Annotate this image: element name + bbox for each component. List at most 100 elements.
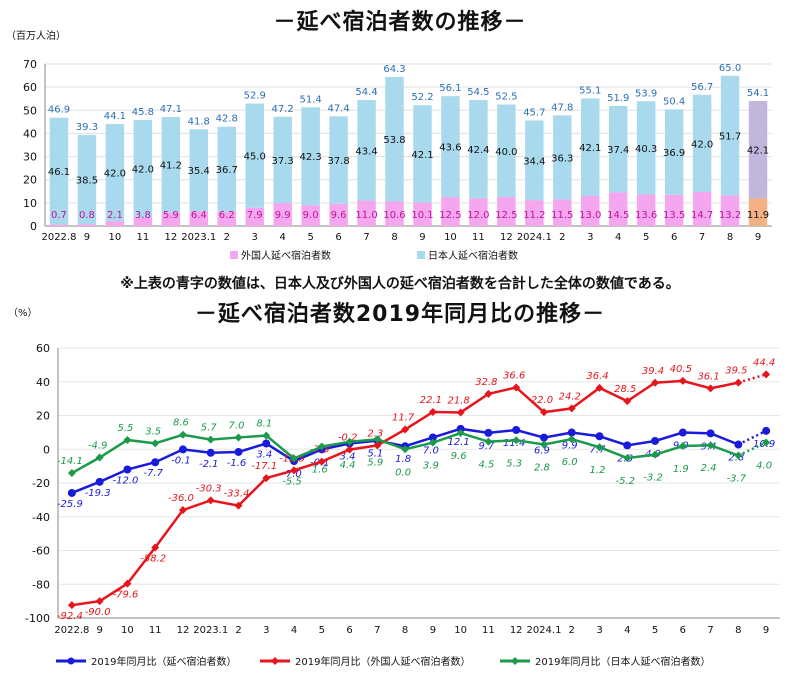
bar-japanese <box>189 129 209 212</box>
data-point <box>206 435 215 444</box>
data-label: -79.6 <box>112 590 138 601</box>
y-tick-label: 10 <box>23 197 37 210</box>
x-tick-label: 2023.1 <box>193 625 228 636</box>
data-label: 5.3 <box>506 458 522 469</box>
data-point <box>95 453 104 462</box>
data-label: 1.2 <box>590 465 606 476</box>
data-point <box>567 404 576 413</box>
total-label: 55.1 <box>579 85 601 96</box>
total-label: 50.4 <box>663 96 685 107</box>
data-point <box>539 408 548 417</box>
bar-foreign <box>245 207 264 226</box>
data-point <box>373 441 382 450</box>
data-point <box>651 450 660 459</box>
x-tick-label: 7 <box>363 232 369 243</box>
data-label: 3.4 <box>340 452 356 463</box>
bar-foreign <box>525 200 544 226</box>
x-tick-label: 11 <box>472 232 485 243</box>
data-point <box>151 439 160 448</box>
bar-foreign <box>692 191 712 226</box>
japanese-value-label: 37.4 <box>607 145 629 156</box>
y-tick-label: 20 <box>36 410 50 423</box>
data-label: 9.6 <box>451 451 467 462</box>
bar-foreign <box>189 211 209 226</box>
data-label: 40.5 <box>670 364 692 375</box>
x-tick-label: 5 <box>652 625 658 636</box>
data-point <box>123 435 132 444</box>
data-point <box>234 433 243 442</box>
japanese-value-label: 53.8 <box>383 135 405 146</box>
foreign-value-label: 10.6 <box>383 210 405 221</box>
data-label: 21.8 <box>448 395 470 406</box>
data-point <box>178 445 187 454</box>
bar-foreign <box>469 198 488 226</box>
foreign-value-label: 12.5 <box>495 210 517 221</box>
data-point <box>456 408 465 417</box>
data-label: 7.0 <box>423 445 439 456</box>
japanese-value-label: 40.3 <box>635 144 657 155</box>
bar-foreign <box>357 200 376 226</box>
bar-japanese <box>357 100 376 201</box>
data-point <box>262 431 271 440</box>
total-label: 52.5 <box>495 92 517 103</box>
data-label: -36.0 <box>168 493 194 504</box>
foreign-value-label: 9.6 <box>331 210 347 221</box>
data-point <box>484 389 493 398</box>
bar-chart-title: －延べ宿泊者数の推移－ <box>273 10 527 35</box>
japanese-value-label: 42.1 <box>579 143 601 154</box>
data-label: 6.0 <box>562 457 578 468</box>
data-label: 1.6 <box>312 465 328 476</box>
data-point <box>623 397 632 406</box>
bar-foreign <box>329 203 348 226</box>
data-label: -33.4 <box>224 489 250 500</box>
japanese-value-label: 40.0 <box>495 147 517 158</box>
data-label: 2.3 <box>367 428 383 439</box>
foreign-value-label: 13.5 <box>663 210 685 221</box>
japanese-value-label: 42.0 <box>691 139 713 150</box>
data-label: 11.7 <box>392 413 415 424</box>
y-tick-label: -80 <box>32 578 50 591</box>
japanese-value-label: 42.0 <box>104 169 126 180</box>
data-label: 36.6 <box>503 370 525 381</box>
total-label: 51.9 <box>607 93 629 104</box>
data-label: 3.4 <box>256 450 272 461</box>
x-tick-label: 10 <box>109 232 122 243</box>
data-point <box>539 433 548 442</box>
bar-japanese <box>105 123 125 222</box>
data-label: -2.1 <box>199 459 219 470</box>
x-tick-label: 7 <box>374 625 380 636</box>
total-label: 42.8 <box>216 114 238 125</box>
data-point <box>762 438 771 447</box>
data-point <box>484 437 493 446</box>
total-label: 52.2 <box>411 92 433 103</box>
foreign-value-label: 11.9 <box>747 210 769 221</box>
legend-japanese-swatch <box>417 251 425 259</box>
total-label: 46.9 <box>48 105 70 116</box>
data-label: -7.0 <box>282 469 302 480</box>
bar-japanese <box>273 116 292 204</box>
bar-japanese <box>497 104 516 198</box>
bar-japanese <box>608 105 628 193</box>
foreign-value-label: 9.0 <box>303 210 319 221</box>
data-label: 9.7 <box>478 441 495 452</box>
data-point <box>67 488 76 497</box>
bar-foreign <box>553 199 572 226</box>
bar-foreign <box>636 194 656 226</box>
data-label: -25.9 <box>57 499 83 510</box>
x-tick-label: 7 <box>707 625 713 636</box>
x-tick-label: 9 <box>430 625 436 636</box>
data-label: 1.8 <box>395 454 411 465</box>
data-point <box>678 442 687 451</box>
data-label: -0.2 <box>338 433 358 444</box>
y-tick-label: 70 <box>23 58 37 71</box>
bar-foreign <box>49 224 69 226</box>
data-point <box>484 428 493 437</box>
data-label: -90.0 <box>85 607 111 618</box>
x-tick-label: 2 <box>569 625 575 636</box>
x-tick-label: 12 <box>510 625 523 636</box>
foreign-value-label: 11.0 <box>355 210 377 221</box>
x-tick-label: 12 <box>177 625 190 636</box>
data-label: 36.1 <box>697 371 719 382</box>
data-label: 32.8 <box>475 377 497 388</box>
chart-note: ※上表の青字の数値は、日本人及び外国人の延べ宿泊者数を合計した全体の数値である。 <box>120 276 680 292</box>
